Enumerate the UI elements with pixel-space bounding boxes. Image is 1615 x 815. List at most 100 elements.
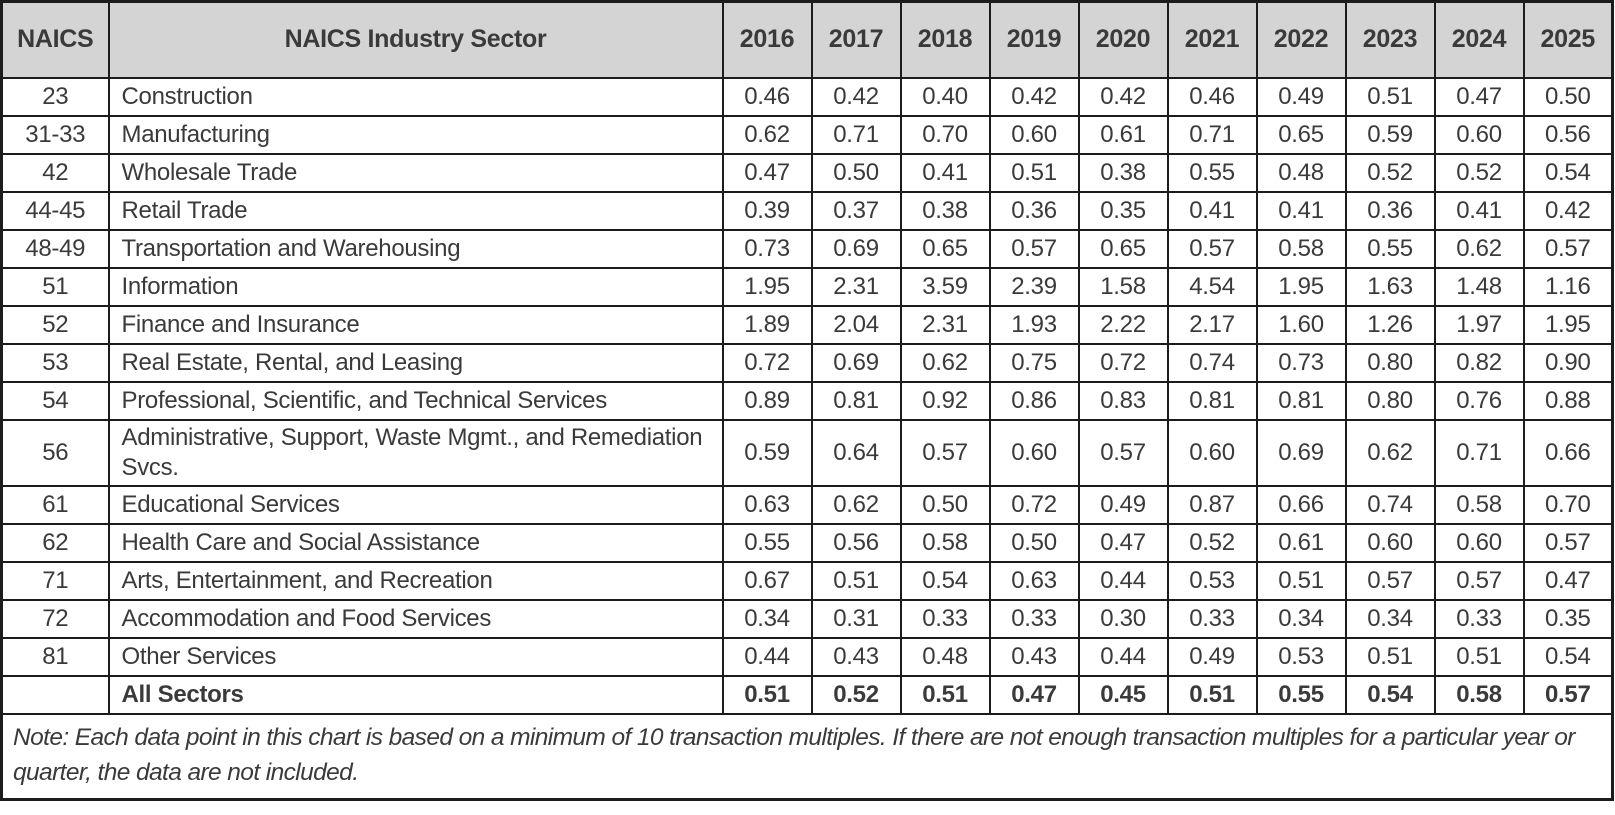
naics-column-header: NAICS [0,0,110,79]
sector-row: 56 Administrative, Support, Waste Mgmt., … [0,418,1614,487]
multiple-value-cell: 0.62 [1433,228,1525,269]
multiple-value-cell: 0.57 [1166,228,1258,269]
multiple-value-cell: 0.74 [1344,484,1436,525]
multiple-value-cell: 0.71 [1166,114,1258,155]
multiple-value-cell: 0.41 [1255,190,1347,231]
note-row: Note: Each data point in this chart is b… [0,712,1614,801]
sector-row: 62 Health Care and Social Assistance 0.55 0… [0,522,1614,563]
multiple-value-cell: 1.97 [1433,304,1525,345]
multiple-value-cell: 0.70 [899,114,991,155]
multiple-value-cell: 0.31 [810,598,902,639]
sector-name-cell: Educational Services [107,484,724,525]
multiple-value-cell: 0.34 [1255,598,1347,639]
multiple-value-cell: 0.53 [1166,560,1258,601]
multiple-value-cell: 0.40 [899,76,991,117]
multiple-value-cell: 0.49 [1166,636,1258,677]
multiple-value-cell: 0.47 [1433,76,1525,117]
multiple-value-cell: 0.51 [899,674,991,715]
naics-code-cell: 44-45 [0,190,110,231]
multiple-value-cell: 0.72 [721,342,813,383]
multiple-value-cell: 0.43 [810,636,902,677]
multiple-value-cell: 0.51 [988,152,1080,193]
naics-code-cell: 48-49 [0,228,110,269]
multiple-value-cell: 0.55 [1344,228,1436,269]
multiple-value-cell: 0.54 [1522,636,1614,677]
multiple-value-cell: 0.33 [1433,598,1525,639]
multiple-value-cell: 0.57 [1433,560,1525,601]
multiple-value-cell: 0.69 [810,228,902,269]
multiple-value-cell: 0.49 [1255,76,1347,117]
table-body: 23 Construction 0.46 0.42 0.40 0.42 0.42 0.46 0.… [0,76,1614,715]
multiple-value-cell: 0.47 [1077,522,1169,563]
table-note: Note: Each data point in this chart is b… [0,712,1614,801]
multiple-value-cell: 2.31 [899,304,991,345]
multiple-value-cell: 0.63 [721,484,813,525]
year-column-header: 2020 [1077,0,1169,79]
naics-code-cell: 61 [0,484,110,525]
sector-row: 53 Real Estate, Rental, and Leasing 0.72 0.… [0,342,1614,383]
multiple-value-cell: 1.48 [1433,266,1525,307]
multiple-value-cell: 0.64 [810,418,902,487]
multiple-value-cell: 0.54 [1522,152,1614,193]
sector-name-cell: Manufacturing [107,114,724,155]
naics-code-cell: 31-33 [0,114,110,155]
multiple-value-cell: 0.36 [988,190,1080,231]
multiple-value-cell: 0.75 [988,342,1080,383]
multiple-value-cell: 2.22 [1077,304,1169,345]
multiple-value-cell: 0.47 [988,674,1080,715]
multiple-value-cell: 0.46 [1166,76,1258,117]
multiple-value-cell: 0.57 [1344,560,1436,601]
multiple-value-cell: 0.61 [1255,522,1347,563]
multiple-value-cell: 0.66 [1522,418,1614,487]
multiple-value-cell: 0.90 [1522,342,1614,383]
sector-name-cell: Transportation and Warehousing [107,228,724,269]
naics-code-cell [0,674,110,715]
multiple-value-cell: 3.59 [899,266,991,307]
multiple-value-cell: 1.26 [1344,304,1436,345]
naics-code-cell: 51 [0,266,110,307]
multiple-value-cell: 0.72 [988,484,1080,525]
sector-name-cell: Accommodation and Food Services [107,598,724,639]
multiple-value-cell: 0.47 [1522,560,1614,601]
multiple-value-cell: 4.54 [1166,266,1258,307]
multiple-value-cell: 2.17 [1166,304,1258,345]
sector-row: 81 Other Services 0.44 0.43 0.48 0.43 0.44 0.49… [0,636,1614,677]
multiple-value-cell: 0.69 [1255,418,1347,487]
multiple-value-cell: 0.42 [810,76,902,117]
multiple-value-cell: 0.60 [1344,522,1436,563]
multiple-value-cell: 2.39 [988,266,1080,307]
all-sectors-row: All Sectors 0.51 0.52 0.51 0.47 0.45 0.51 0.55 0… [0,674,1614,715]
multiple-value-cell: 0.80 [1344,342,1436,383]
multiple-value-cell: 0.82 [1433,342,1525,383]
multiple-value-cell: 1.16 [1522,266,1614,307]
sector-name-cell: Professional, Scientific, and Technical … [107,380,724,421]
multiple-value-cell: 0.58 [1433,484,1525,525]
multiple-value-cell: 0.41 [1433,190,1525,231]
naics-code-cell: 54 [0,380,110,421]
multiple-value-cell: 0.44 [1077,636,1169,677]
multiple-value-cell: 0.71 [1433,418,1525,487]
multiple-value-cell: 0.50 [899,484,991,525]
multiple-value-cell: 0.59 [721,418,813,487]
multiple-value-cell: 0.57 [1522,674,1614,715]
naics-code-cell: 53 [0,342,110,383]
multiple-value-cell: 0.42 [1522,190,1614,231]
multiple-value-cell: 0.41 [1166,190,1258,231]
sector-row: 72 Accommodation and Food Services 0.34 0.3… [0,598,1614,639]
multiple-value-cell: 0.71 [810,114,902,155]
multiple-value-cell: 0.43 [988,636,1080,677]
multiple-value-cell: 0.65 [1077,228,1169,269]
multiple-value-cell: 2.31 [810,266,902,307]
multiple-value-cell: 0.42 [1077,76,1169,117]
year-column-header: 2025 [1522,0,1614,79]
multiple-value-cell: 0.60 [1433,114,1525,155]
multiple-value-cell: 0.59 [1344,114,1436,155]
multiple-value-cell: 0.51 [1344,636,1436,677]
naics-code-cell: 56 [0,418,110,487]
multiple-value-cell: 0.73 [1255,342,1347,383]
multiple-value-cell: 0.51 [810,560,902,601]
sector-row: 61 Educational Services 0.63 0.62 0.50 0.72 0.… [0,484,1614,525]
multiple-value-cell: 0.60 [988,114,1080,155]
sector-row: 71 Arts, Entertainment, and Recreation 0.6… [0,560,1614,601]
multiple-value-cell: 0.56 [810,522,902,563]
